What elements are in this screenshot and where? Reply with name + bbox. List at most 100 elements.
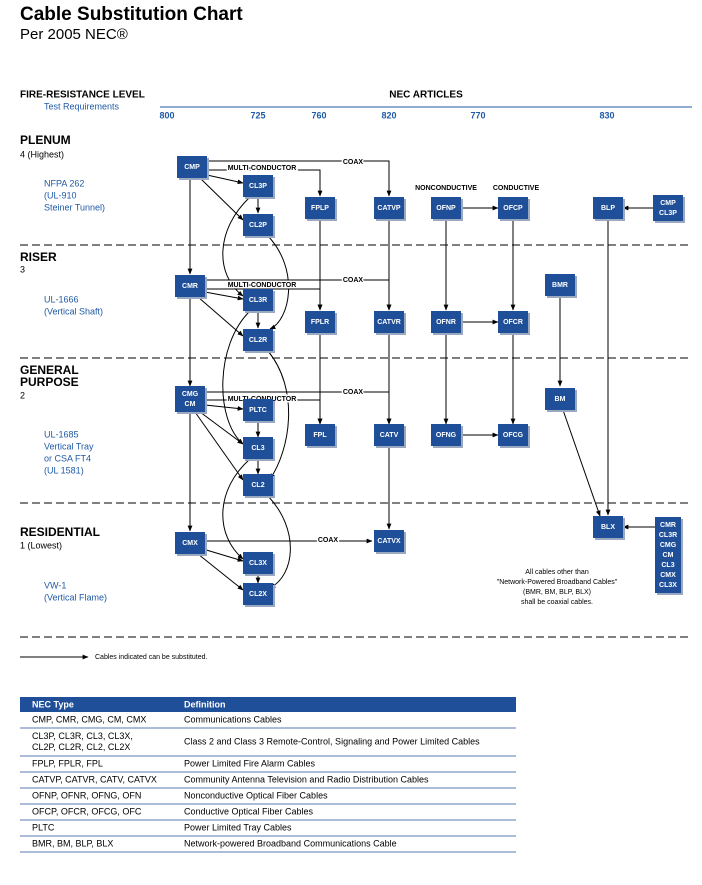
table-type: PLTC (32, 822, 55, 832)
substitution-arrow (267, 495, 291, 589)
table-definition: Nonconductive Optical Fiber Cables (184, 790, 328, 800)
substitution-arrow (197, 296, 244, 337)
test-requirement: UL-1666 (44, 294, 79, 304)
cable-box (431, 311, 461, 333)
cable-label: CL3P (249, 183, 267, 190)
cable-label: OFCP (503, 205, 523, 212)
cable-box (243, 552, 273, 574)
cable-label: CMX (182, 540, 198, 547)
cable-label: CMP (184, 164, 200, 171)
cable-label: CL3R (249, 297, 267, 304)
cable-box (545, 274, 575, 296)
substitution-arrow (205, 279, 392, 311)
cable-box (498, 197, 528, 219)
cable-box (653, 195, 683, 221)
cable-label: BMR (552, 282, 568, 289)
level-name: RISER (20, 250, 57, 264)
substitution-arrow (222, 196, 251, 297)
level-name: RESIDENTIAL (20, 525, 100, 539)
substitution-arrow (202, 548, 244, 562)
cable-label: CATVX (377, 538, 401, 545)
cable-label: CL3X (659, 582, 677, 589)
test-requirement: VW-1 (44, 580, 66, 590)
substitution-arrow (204, 404, 244, 411)
cable-label: CATV (380, 432, 399, 439)
table-definition: Power Limited Fire Alarm Cables (184, 758, 316, 768)
level-name: PURPOSE (20, 375, 79, 389)
cable-box (305, 311, 335, 333)
table-definition: Network-powered Broadband Communications… (184, 838, 397, 848)
cable-label: OFCR (503, 319, 523, 326)
substitution-arrow (267, 350, 290, 480)
substitution-arrow (222, 458, 251, 560)
cable-label: BLX (601, 524, 615, 531)
cable-label: OFCG (503, 432, 524, 439)
table-type: OFNP, OFNR, OFNG, OFN (32, 790, 141, 800)
article-number: 760 (311, 110, 326, 120)
level-heading: FIRE-RESISTANCE LEVEL (20, 90, 145, 101)
cable-box (243, 329, 273, 351)
table-definition: Power Limited Tray Cables (184, 822, 292, 832)
cable-label: CM (663, 552, 674, 559)
substitution-arrow (562, 409, 601, 517)
cable-label: OFNG (436, 432, 457, 439)
arrow-label: COAX (343, 277, 364, 284)
table-header (20, 697, 516, 712)
cable-label: OFNR (436, 319, 456, 326)
level-name: PLENUM (20, 133, 71, 147)
substitution-arrow (267, 235, 290, 330)
test-requirement: or CSA FT4 (44, 453, 91, 463)
note: "Network-Powered Broadband Cables" (497, 579, 618, 586)
substitution-arrow (206, 174, 244, 185)
test-requirement: (UL 1581) (44, 465, 84, 475)
table-type: OFCP, OFCR, OFCG, OFC (32, 806, 142, 816)
substitution-arrow (222, 310, 251, 445)
level-rating: 4 (Highest) (20, 149, 64, 159)
cable-box (593, 197, 623, 219)
test-requirement: Vertical Tray (44, 441, 94, 451)
cable-box (243, 289, 273, 311)
cable-label: CL2 (251, 482, 264, 489)
table-definition: Community Antenna Television and Radio D… (184, 774, 429, 784)
test-requirement: (UL-910 (44, 190, 77, 200)
cable-label: CMX (660, 572, 676, 579)
cable-box (593, 516, 623, 538)
cable-label: BLP (601, 205, 615, 212)
table-type: CMP, CMR, CMG, CM, CMX (32, 714, 146, 724)
cable-label: CATVR (377, 319, 401, 326)
test-requirement: UL-1685 (44, 429, 79, 439)
cable-box (305, 197, 335, 219)
cable-box (175, 275, 205, 297)
arrow-label: COAX (318, 537, 339, 544)
cable-label: CL2X (249, 591, 267, 598)
substitution-arrow (207, 169, 323, 197)
table-type: CL3P, CL3R, CL3, CL3X, (32, 731, 133, 741)
article-number: 820 (381, 110, 396, 120)
cable-box (374, 311, 404, 333)
note: (BMR, BM, BLP, BLX) (523, 589, 591, 596)
level-rating: 3 (20, 264, 25, 274)
cable-box (175, 532, 205, 554)
table-type: CL2P, CL2R, CL2, CL2X (32, 742, 130, 752)
arrow-label: COAX (343, 389, 364, 396)
cable-label: CL2P (249, 222, 267, 229)
article-number: 800 (159, 110, 174, 120)
cable-box (175, 386, 205, 412)
arrow-label: MULTI-CONDUCTOR (228, 282, 297, 289)
cable-box (374, 424, 404, 446)
cable-box (243, 175, 273, 197)
substitution-arrow (205, 391, 392, 425)
table-type: CATVP, CATVR, CATV, CATVX (32, 774, 157, 784)
cable-label: OFNP (436, 205, 456, 212)
cable-label: FPL (313, 432, 327, 439)
table-type: FPLP, FPLR, FPL (32, 758, 103, 768)
table-definition: Communications Cables (184, 714, 282, 724)
cable-label: CL3R (659, 532, 677, 539)
cable-box (243, 214, 273, 236)
note: shall be coaxial cables. (521, 599, 593, 606)
cable-box (545, 388, 575, 410)
substitution-arrow (207, 160, 392, 197)
table-header-cell: Definition (184, 699, 226, 709)
table-definition: Conductive Optical Fiber Cables (184, 806, 314, 816)
article-number: 770 (470, 110, 485, 120)
